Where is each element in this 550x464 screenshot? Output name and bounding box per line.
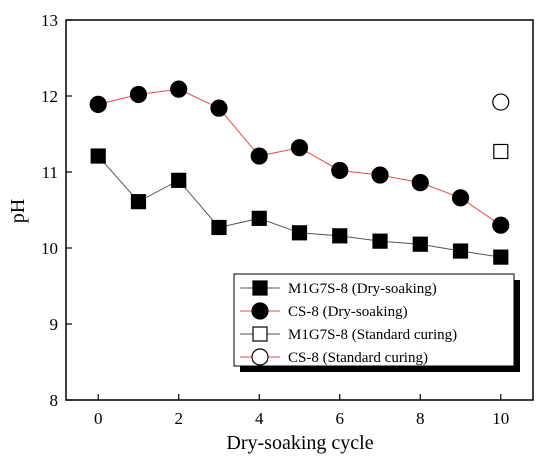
axis-ticks: 0 2 4 6 8 10 8 9 10 11 12 13: [41, 11, 509, 428]
y-tick-label: 13: [41, 11, 58, 30]
data-point: [290, 139, 309, 157]
data-point: [372, 233, 388, 249]
legend-item: CS-8 (Dry-soaking): [240, 302, 408, 320]
legend-item: M1G7S-8 (Dry-soaking): [240, 280, 437, 297]
legend-label: CS-8 (Dry-soaking): [288, 304, 408, 320]
series-line: [98, 88, 502, 226]
data-point: [250, 147, 268, 165]
data-point: [251, 210, 267, 226]
data-point: [493, 143, 509, 160]
x-tick-label: 0: [94, 409, 103, 428]
data-point: [331, 161, 349, 180]
data-point: [90, 148, 106, 164]
legend-marker: [252, 280, 268, 296]
series-0: [90, 148, 509, 265]
legend-box: [233, 273, 515, 367]
data-point: [492, 216, 510, 234]
y-tick-label: 8: [50, 391, 59, 410]
data-point: [211, 219, 227, 236]
x-tick-label: 10: [492, 409, 509, 428]
data-point: [493, 249, 509, 265]
data-point: [411, 174, 429, 192]
y-tick-label: 11: [42, 163, 58, 182]
legend-marker: [251, 348, 269, 366]
data-point: [130, 194, 147, 210]
y-tick-label: 10: [41, 239, 58, 258]
series-line: [97, 155, 501, 258]
legend-items: M1G7S-8 (Dry-soaking) CS-8 (Dry-soaking) M…: [240, 280, 457, 366]
series-1: [89, 80, 510, 234]
series-3: [492, 93, 510, 111]
data-point: [492, 93, 510, 111]
legend-item: CS-8 (Standard curing): [240, 348, 428, 366]
y-tick-label: 12: [41, 87, 58, 106]
x-tick-label: 8: [416, 409, 425, 428]
data-point: [171, 172, 187, 188]
x-tick-label: 2: [174, 409, 183, 428]
data-point: [89, 95, 107, 113]
legend-label: CS-8 (Standard curing): [288, 350, 428, 366]
data-point: [371, 166, 389, 184]
legend: M1G7S-8 (Dry-soaking) CS-8 (Dry-soaking) M…: [233, 273, 520, 372]
legend-label: M1G7S-8 (Standard curing): [288, 327, 457, 343]
data-point: [170, 80, 188, 98]
data-point: [451, 189, 470, 207]
y-tick-label: 9: [50, 315, 59, 334]
plot-frame: [65, 19, 534, 401]
data-point: [452, 243, 469, 259]
data-point: [412, 236, 428, 252]
series-2: [493, 143, 509, 160]
y-axis-label: pH: [7, 199, 29, 223]
x-tick-label: 4: [255, 409, 264, 428]
x-tick-label: 6: [336, 409, 345, 428]
legend-label: M1G7S-8 (Dry-soaking): [288, 281, 437, 297]
legend-item: M1G7S-8 (Standard curing): [240, 326, 457, 343]
legend-marker: [251, 302, 269, 320]
data-point: [129, 85, 148, 104]
data-point: [332, 228, 348, 244]
x-axis-label: Dry-soaking cycle: [226, 432, 373, 454]
series-layer: [89, 80, 510, 265]
data-point: [291, 225, 308, 241]
legend-marker: [252, 326, 268, 342]
data-point: [210, 99, 228, 117]
